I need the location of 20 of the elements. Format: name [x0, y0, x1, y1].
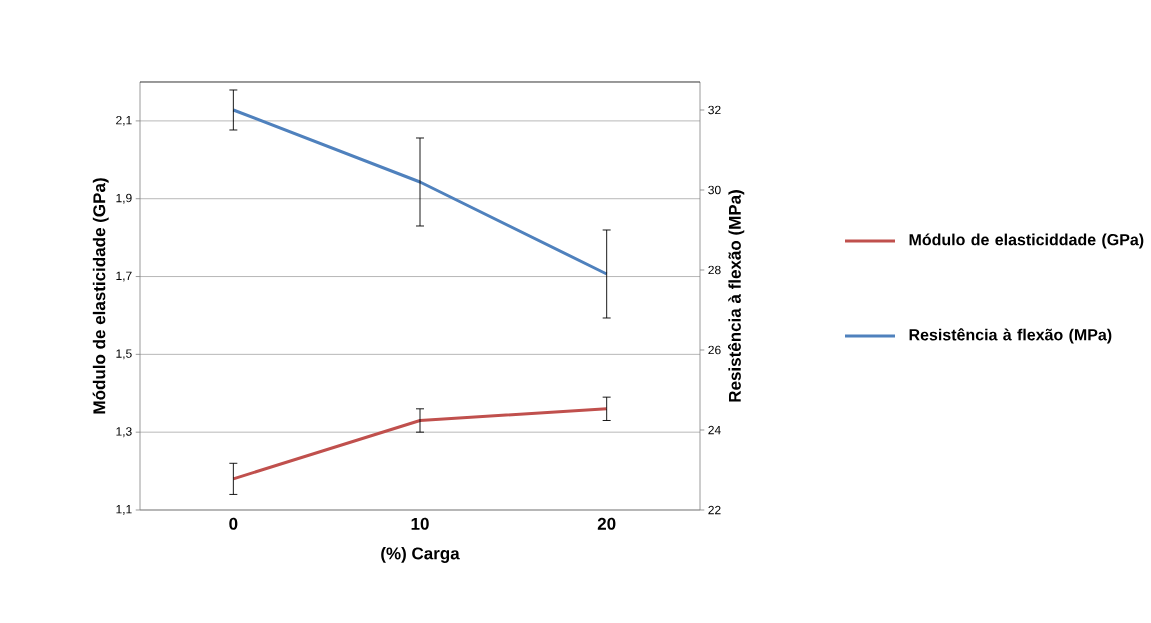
y-tick-label: 1,9: [116, 193, 132, 204]
y2-tick-label: 28: [708, 265, 721, 275]
y-axis-title: Módulo de elasticidade (GPa): [92, 178, 109, 414]
y2-axis-title: Resistência à flexão (MPa): [728, 190, 745, 402]
y-tick-label: 1,7: [116, 271, 132, 282]
y-tick-label: 1,3: [116, 427, 132, 438]
legend-label: Resistência à flexão (MPa): [909, 328, 1112, 344]
y2-tick-label: 24: [708, 425, 721, 435]
x-tick-label: 0: [229, 517, 238, 530]
y2-tick-label: 22: [708, 505, 721, 515]
y2-tick-label: 26: [708, 345, 721, 355]
x-tick-label: 10: [411, 517, 429, 530]
y-tick-label: 1,5: [116, 349, 132, 360]
y-tick-label: 2,1: [116, 115, 132, 126]
y-tick-label: 1,1: [116, 505, 132, 515]
y2-tick-label: 32: [708, 105, 721, 115]
y2-tick-label: 30: [708, 185, 721, 195]
x-axis-title: (%) Carga: [381, 546, 460, 563]
legend-label: Módulo de elasticiddade (GPa): [909, 233, 1144, 249]
x-tick-label: 20: [597, 517, 616, 530]
